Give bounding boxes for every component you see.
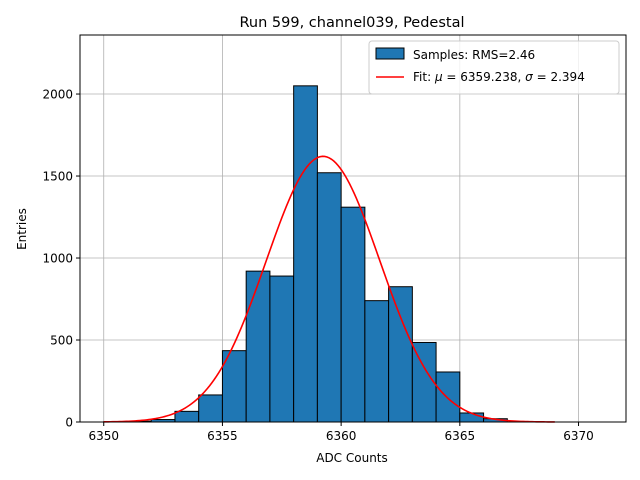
legend-label-histogram: Samples: RMS=2.46 [413, 48, 535, 62]
x-tick-label: 6370 [563, 429, 594, 443]
histogram-bar [435, 371, 461, 423]
legend-fit-prefix: Fit: [413, 70, 435, 84]
y-tick-label: 1000 [42, 252, 73, 266]
histogram-bar [293, 85, 318, 423]
legend-fit-sigma-symbol: σ [525, 70, 533, 84]
histogram-bars [103, 85, 508, 423]
y-tick-label: 500 [50, 334, 73, 348]
legend-box [368, 40, 620, 95]
x-axis-label: ADC Counts [316, 451, 388, 465]
chart-title: Run 599, channel039, Pedestal [239, 15, 464, 31]
x-tick-label: 6355 [207, 429, 238, 443]
x-tick-label: 6360 [326, 429, 357, 443]
histogram-bar [411, 341, 437, 423]
histogram-bar [174, 410, 200, 423]
legend-swatch-histogram [375, 47, 405, 60]
histogram-bar [198, 394, 223, 423]
histogram-bar [459, 412, 485, 423]
y-tick-label: 1500 [42, 170, 73, 184]
x-tick-label: 6350 [88, 429, 119, 443]
x-tick-label: 6365 [445, 429, 476, 443]
fit-curve [103, 155, 555, 423]
legend-fit-sigma-value: 2.394 [550, 70, 584, 84]
legend: Samples: RMS=2.46 Fit: μ = 6359.238, σ =… [368, 40, 620, 95]
y-axis-ticks: 0 500 1000 1500 2000 [42, 88, 80, 430]
histogram-bar [269, 275, 295, 423]
y-tick-label: 2000 [42, 88, 73, 102]
histogram-bar [245, 270, 271, 423]
y-axis-label: Entries [15, 208, 29, 250]
legend-fit-mu-value: 6359.238 [460, 70, 517, 84]
histogram-bar [316, 172, 342, 423]
plot-frame [79, 34, 627, 423]
x-axis-ticks: 6350 6355 6360 6365 6370 [88, 422, 594, 443]
legend-label-fit: Fit: μ = 6359.238, σ = 2.394 [413, 70, 585, 84]
fit-curve-group [103, 155, 555, 423]
legend-fit-mu-symbol: μ [434, 70, 443, 84]
histogram-bar [340, 206, 366, 423]
histogram-bar [388, 286, 413, 423]
y-tick-label: 0 [65, 416, 73, 430]
histogram-bar [364, 300, 390, 423]
